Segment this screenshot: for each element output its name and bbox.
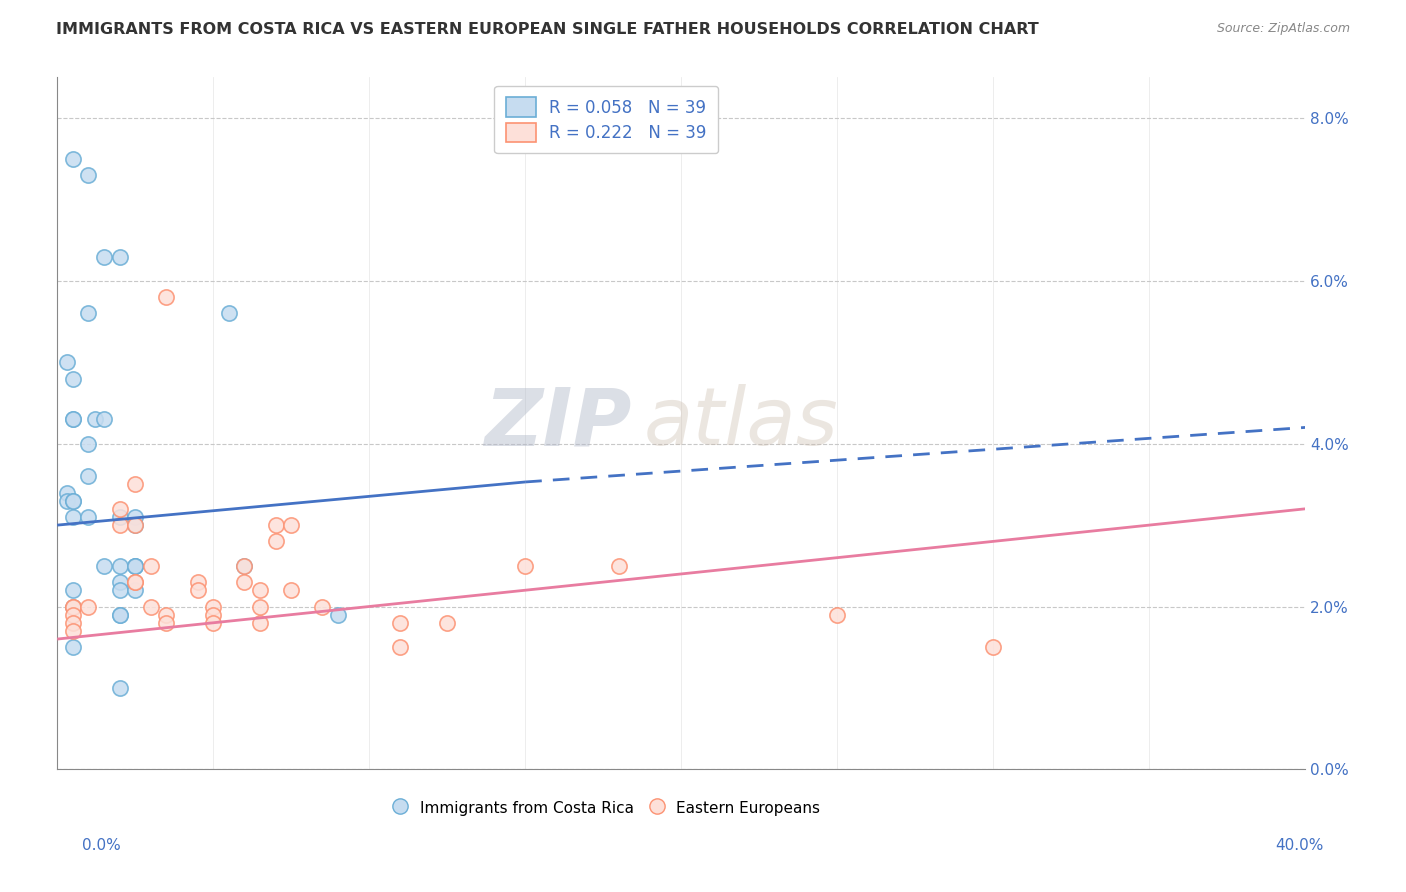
Point <box>981 640 1004 655</box>
Point <box>108 681 131 695</box>
Point <box>124 558 146 573</box>
Point <box>515 558 537 573</box>
Point <box>139 599 162 614</box>
Point <box>77 510 100 524</box>
Point <box>93 558 115 573</box>
Point <box>280 518 302 533</box>
Point <box>77 469 100 483</box>
Point <box>62 583 84 598</box>
Point <box>83 412 105 426</box>
Point <box>55 485 77 500</box>
Point <box>187 575 209 590</box>
Point <box>108 607 131 622</box>
Point <box>62 412 84 426</box>
Point <box>108 607 131 622</box>
Legend: Immigrants from Costa Rica, Eastern Europeans: Immigrants from Costa Rica, Eastern Euro… <box>384 791 828 824</box>
Point <box>108 575 131 590</box>
Point <box>62 493 84 508</box>
Point <box>108 510 131 524</box>
Point <box>124 583 146 598</box>
Point <box>77 436 100 450</box>
Point <box>139 558 162 573</box>
Point <box>62 607 84 622</box>
Point <box>108 583 131 598</box>
Point <box>62 624 84 638</box>
Point <box>155 615 177 630</box>
Point <box>77 306 100 320</box>
Point <box>124 518 146 533</box>
Point <box>108 558 131 573</box>
Point <box>77 168 100 182</box>
Point <box>62 615 84 630</box>
Point <box>249 615 271 630</box>
Point <box>62 510 84 524</box>
Point <box>202 599 225 614</box>
Point <box>62 599 84 614</box>
Point <box>389 615 412 630</box>
Point <box>124 477 146 491</box>
Point <box>93 250 115 264</box>
Point <box>62 493 84 508</box>
Point <box>233 558 256 573</box>
Text: Source: ZipAtlas.com: Source: ZipAtlas.com <box>1216 22 1350 36</box>
Point <box>62 412 84 426</box>
Point <box>436 615 458 630</box>
Point <box>124 510 146 524</box>
Text: 40.0%: 40.0% <box>1275 838 1323 853</box>
Point <box>77 599 100 614</box>
Point <box>62 599 84 614</box>
Point <box>264 534 287 549</box>
Point <box>326 607 349 622</box>
Point <box>108 518 131 533</box>
Point <box>249 583 271 598</box>
Point <box>124 518 146 533</box>
Point <box>202 615 225 630</box>
Point <box>124 558 146 573</box>
Point <box>233 558 256 573</box>
Point <box>264 518 287 533</box>
Point <box>62 640 84 655</box>
Point <box>187 583 209 598</box>
Point <box>108 250 131 264</box>
Point <box>55 355 77 369</box>
Point <box>249 599 271 614</box>
Point <box>155 290 177 304</box>
Point <box>389 640 412 655</box>
Point <box>155 607 177 622</box>
Point <box>218 306 240 320</box>
Text: ZIP: ZIP <box>484 384 631 462</box>
Point <box>233 575 256 590</box>
Point <box>108 501 131 516</box>
Point <box>62 371 84 385</box>
Text: IMMIGRANTS FROM COSTA RICA VS EASTERN EUROPEAN SINGLE FATHER HOUSEHOLDS CORRELAT: IMMIGRANTS FROM COSTA RICA VS EASTERN EU… <box>56 22 1039 37</box>
Point <box>62 599 84 614</box>
Point <box>55 493 77 508</box>
Point <box>825 607 848 622</box>
Text: 0.0%: 0.0% <box>82 838 121 853</box>
Point <box>124 575 146 590</box>
Point <box>607 558 630 573</box>
Point <box>311 599 333 614</box>
Text: atlas: atlas <box>644 384 838 462</box>
Point <box>93 412 115 426</box>
Point <box>62 152 84 166</box>
Point <box>202 607 225 622</box>
Point <box>124 575 146 590</box>
Point <box>124 558 146 573</box>
Point <box>280 583 302 598</box>
